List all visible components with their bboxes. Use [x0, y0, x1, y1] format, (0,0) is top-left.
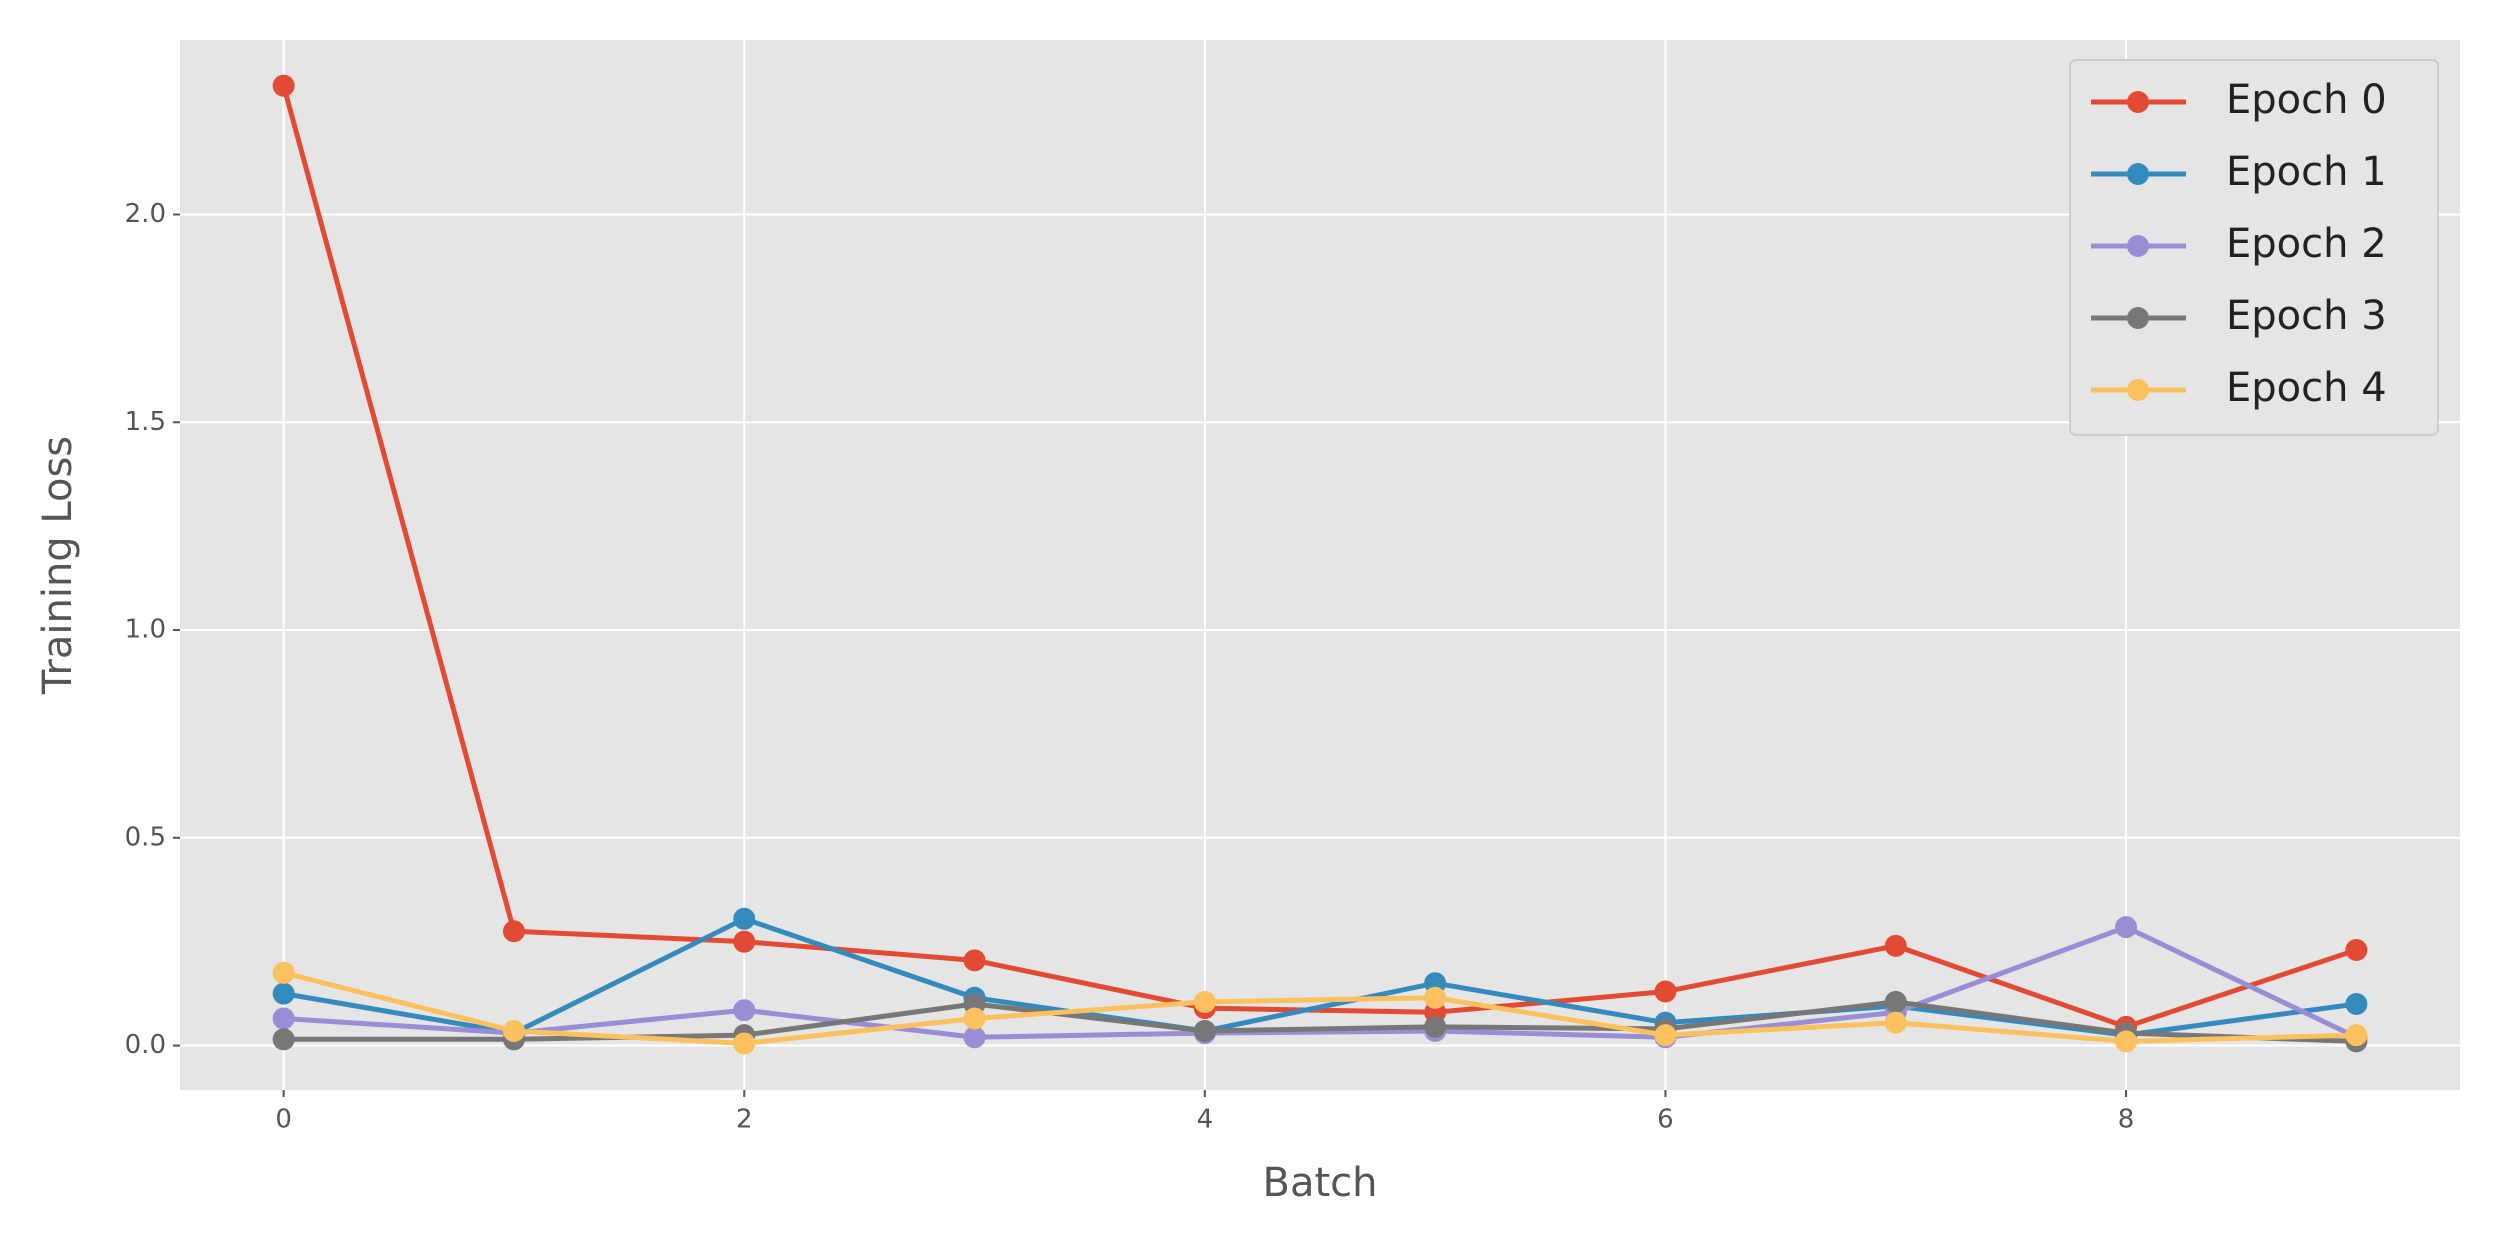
data-point — [1193, 1019, 1216, 1042]
data-point — [733, 1032, 756, 1055]
legend-box — [2069, 59, 2439, 436]
y-tick-label: 1.5 — [125, 407, 166, 437]
data-point — [2345, 938, 2368, 961]
y-axis-label: Training Loss — [35, 436, 81, 695]
data-point — [1884, 1011, 1907, 1034]
x-tick-label: 0 — [275, 1105, 292, 1135]
y-tick-label: 1.0 — [125, 615, 166, 645]
data-point — [2115, 916, 2138, 939]
legend-label: Epoch 4 — [2226, 365, 2387, 411]
legend-marker — [2127, 307, 2149, 329]
legend-label: Epoch 0 — [2226, 77, 2387, 123]
series-line — [283, 924, 2358, 1040]
data-point — [963, 949, 986, 972]
data-point — [733, 930, 756, 953]
data-point — [1654, 1024, 1677, 1047]
legend-marker — [2127, 379, 2149, 401]
legend-label: Epoch 3 — [2226, 293, 2387, 339]
y-tick-label: 0.5 — [125, 822, 166, 852]
data-point — [2115, 1030, 2138, 1053]
data-point — [502, 1019, 525, 1042]
data-point — [1884, 990, 1907, 1013]
x-axis-label: Batch — [1263, 1160, 1378, 1206]
data-point — [502, 920, 525, 943]
data-point — [1884, 934, 1907, 957]
data-point — [963, 1026, 986, 1049]
series-line — [283, 970, 2357, 1046]
data-point — [733, 999, 756, 1022]
legend-label: Epoch 2 — [2226, 221, 2387, 267]
x-tick-label: 8 — [2118, 1105, 2135, 1135]
x-tick-label: 2 — [736, 1105, 753, 1135]
data-point — [272, 74, 295, 97]
data-point — [1424, 986, 1447, 1009]
data-point — [1654, 980, 1677, 1003]
y-tick-label: 0.0 — [125, 1030, 166, 1060]
data-point — [272, 1007, 295, 1030]
series-line — [283, 916, 2357, 1038]
data-point — [1193, 990, 1216, 1013]
data-point — [733, 907, 756, 930]
series-line — [281, 85, 2358, 1030]
data-point — [2345, 992, 2368, 1015]
data-point — [963, 1007, 986, 1030]
x-tick-label: 4 — [1197, 1105, 1214, 1135]
x-tick-label: 6 — [1657, 1105, 1674, 1135]
data-point — [1424, 1015, 1447, 1038]
data-point — [272, 961, 295, 984]
legend-marker — [2127, 163, 2149, 185]
y-tick-label: 2.0 — [125, 199, 166, 229]
data-point — [272, 1028, 295, 1051]
legend-label: Epoch 1 — [2226, 149, 2387, 195]
data-point — [2345, 1024, 2368, 1047]
legend-marker — [2127, 91, 2149, 113]
data-point — [272, 982, 295, 1005]
legend-marker — [2127, 235, 2149, 257]
